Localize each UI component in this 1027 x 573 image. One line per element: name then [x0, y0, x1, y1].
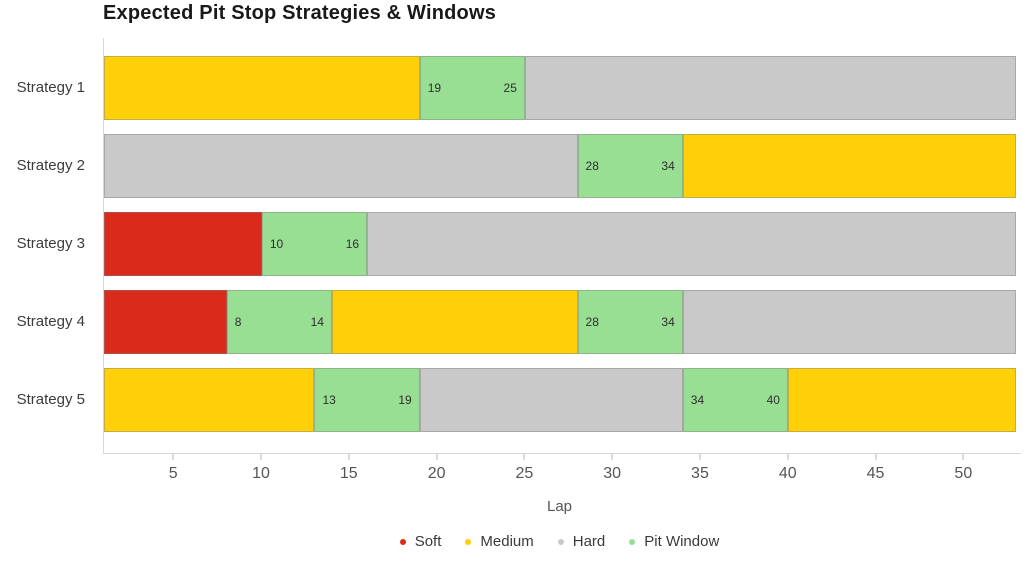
- bar-segment-pit-window: 34 40: [682, 368, 788, 432]
- bar-segment-medium: [332, 290, 578, 354]
- bar-segment-hard: [367, 212, 1016, 276]
- segment-start-label: 8: [234, 315, 242, 329]
- bar-segment-pit-window: 10 16: [261, 212, 368, 276]
- bar-segment-pit-window: 19 25: [419, 56, 525, 120]
- x-tick-mark: [436, 454, 438, 460]
- x-tick-label: 5: [168, 465, 178, 482]
- x-tick-label: 45: [866, 465, 885, 482]
- x-tick-label: 50: [954, 465, 973, 482]
- segment-end-label: 19: [398, 393, 412, 407]
- legend: Soft Medium Hard Pit Window: [103, 533, 1016, 550]
- x-tick-label: 30: [603, 465, 622, 482]
- bar-segment-pit-window: 8 14: [226, 290, 332, 354]
- bar-segment-pit-window: 28 34: [577, 134, 683, 198]
- x-tick-mark: [787, 454, 789, 460]
- y-axis-labels: Strategy 1 Strategy 2 Strategy 3 Strategy 4…: [0, 38, 95, 453]
- segment-end-label: 34: [661, 315, 675, 329]
- chart-title: Expected Pit Stop Strategies & Windows: [103, 2, 497, 24]
- plot-area: 19 25 28 34 10 16 8 14 28 34 13 19 34 40: [103, 38, 1016, 453]
- segment-start-label: 10: [269, 237, 284, 251]
- segment-start-label: 28: [585, 159, 599, 173]
- legend-swatch-icon: [399, 538, 406, 545]
- legend-item-soft: Soft: [399, 533, 442, 550]
- category-label: Strategy 4: [16, 313, 85, 330]
- legend-swatch-icon: [557, 538, 564, 545]
- bar-segment-soft: [104, 290, 227, 354]
- x-axis: 5 10 15 20 25 30 35 40 45 50: [103, 454, 1016, 494]
- bar-segment-pit-window: 28 34: [577, 290, 683, 354]
- legend-item-pit-window: Pit Window: [629, 533, 719, 550]
- category-label: Strategy 1: [16, 79, 85, 96]
- x-tick-label: 25: [515, 465, 534, 482]
- legend-label: Medium: [480, 533, 534, 550]
- x-tick-mark: [962, 454, 964, 460]
- bar-row: 28 34: [104, 134, 1016, 198]
- x-tick-label: 35: [691, 465, 709, 482]
- legend-label: Soft: [414, 533, 442, 550]
- segment-end-label: 14: [310, 315, 324, 329]
- x-tick-mark: [348, 454, 350, 460]
- segment-end-label: 25: [503, 81, 517, 95]
- bar-segment-soft: [104, 212, 262, 276]
- segment-end-label: 40: [766, 393, 780, 407]
- x-tick-mark: [260, 454, 262, 460]
- legend-item-hard: Hard: [557, 533, 606, 550]
- bar-row: 10 16: [104, 212, 1016, 276]
- bar-row: 13 19 34 40: [104, 368, 1016, 432]
- x-axis-title: Lap: [546, 498, 573, 515]
- x-axis-spine: [103, 453, 1021, 454]
- segment-start-label: 13: [322, 393, 336, 407]
- segment-start-label: 28: [585, 315, 599, 329]
- category-label: Strategy 3: [16, 235, 85, 252]
- bar-segment-hard: [104, 134, 578, 198]
- legend-label: Hard: [572, 533, 606, 550]
- x-tick-label: 10: [252, 465, 270, 482]
- legend-swatch-icon: [465, 538, 472, 545]
- segment-start-label: 34: [690, 393, 705, 407]
- bar-segment-hard: [524, 56, 1016, 120]
- segment-start-label: 19: [427, 81, 442, 95]
- bar-segment-medium: [104, 368, 315, 432]
- x-tick-mark: [875, 454, 877, 460]
- bar-row: 19 25: [104, 56, 1016, 120]
- x-tick-label: 40: [778, 465, 797, 482]
- bar-segment-medium: [104, 56, 420, 120]
- bar-segment-hard: [419, 368, 683, 432]
- legend-item-medium: Medium: [465, 533, 534, 550]
- x-tick-mark: [699, 454, 701, 460]
- category-label: Strategy 5: [16, 391, 85, 408]
- legend-swatch-icon: [629, 538, 636, 545]
- bar-segment-hard: [682, 290, 1016, 354]
- bar-segment-pit-window: 13 19: [314, 368, 420, 432]
- x-tick-mark: [611, 454, 613, 460]
- x-tick-label: 20: [427, 465, 446, 482]
- category-label: Strategy 2: [16, 157, 85, 174]
- segment-end-label: 16: [345, 237, 360, 251]
- bar-segment-medium: [682, 134, 1016, 198]
- bar-segment-medium: [788, 368, 1016, 432]
- bar-row: 8 14 28 34: [104, 290, 1016, 354]
- legend-label: Pit Window: [644, 533, 720, 550]
- x-tick-mark: [523, 454, 525, 460]
- x-tick-mark: [172, 454, 174, 460]
- x-tick-label: 15: [339, 465, 358, 482]
- segment-end-label: 34: [661, 159, 675, 173]
